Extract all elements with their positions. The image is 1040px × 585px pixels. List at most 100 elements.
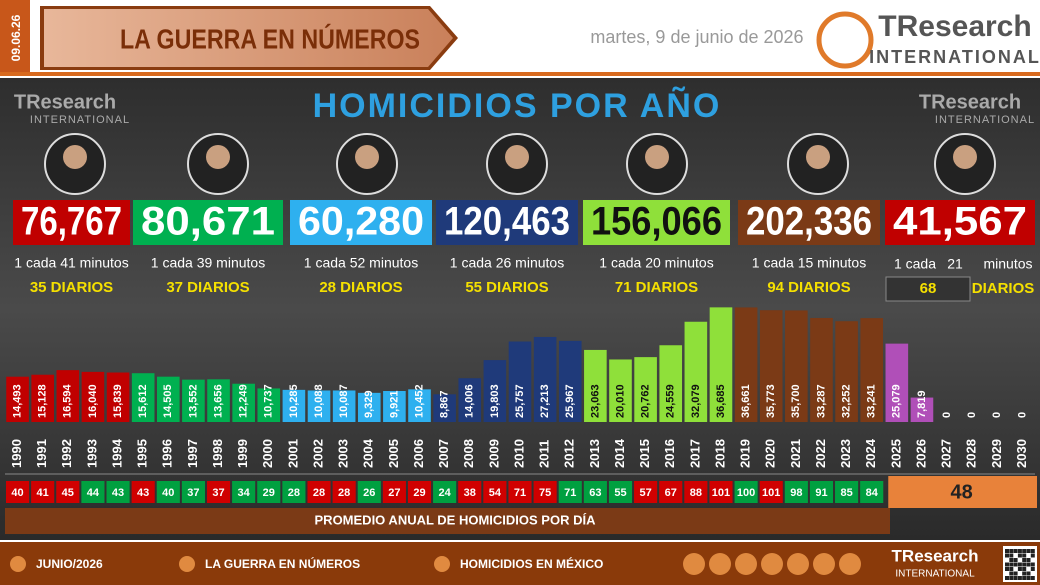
- bar: [483, 360, 507, 422]
- bar: [6, 376, 29, 422]
- x-tick-label: 2009: [486, 439, 501, 468]
- x-tick-label: 2029: [989, 439, 1004, 468]
- header-rule: [0, 72, 1040, 76]
- value-label: 10,088: [313, 384, 325, 418]
- bar: [759, 310, 783, 422]
- daily-word: DIARIOS: [972, 280, 1035, 297]
- portrait-head: [806, 145, 830, 169]
- daily-cell: [684, 481, 708, 503]
- value-label: 16,594: [62, 383, 74, 418]
- x-tick-label: 2013: [587, 439, 602, 468]
- daily-value: 57: [639, 487, 651, 499]
- daily-value: 85: [840, 487, 852, 499]
- bar: [307, 390, 331, 422]
- x-tick-label: 2026: [913, 439, 928, 468]
- x-tick-label: 2012: [562, 439, 577, 468]
- daily-value: 67: [665, 487, 677, 499]
- total-box: [738, 200, 880, 245]
- x-tick-label: 2018: [712, 439, 727, 468]
- value-label: 25,967: [564, 384, 576, 418]
- qr-cell: [1009, 553, 1014, 558]
- daily: 35 DIARIOS: [30, 279, 113, 296]
- value-label: 14,505: [162, 384, 174, 418]
- x-tick-label: 2025: [888, 439, 903, 468]
- qr-cell: [1009, 576, 1014, 580]
- x-tick-label: 1997: [185, 439, 200, 468]
- bar: [182, 379, 205, 422]
- daily-value: 27: [388, 487, 400, 499]
- value-label: 0: [1016, 412, 1028, 418]
- total: 76,767: [21, 200, 122, 244]
- daily-cell: [659, 481, 683, 503]
- bar: [106, 372, 130, 422]
- daily-cell: [634, 481, 658, 503]
- portrait-head: [206, 145, 230, 169]
- portrait-head: [645, 145, 669, 169]
- daily-value: 34: [238, 487, 251, 499]
- daily-value: 98: [790, 487, 802, 499]
- daily-cell: [206, 481, 231, 503]
- bar: [408, 389, 431, 422]
- x-tick-label: 2005: [386, 439, 401, 468]
- rate-part: 1 cada: [894, 256, 936, 272]
- topic-icon: [434, 556, 450, 572]
- daily-cell: [232, 481, 256, 503]
- x-tick-label: 2016: [662, 439, 677, 468]
- caption-bar: [5, 508, 890, 534]
- qr-cell: [1030, 549, 1035, 553]
- daily-cell: [458, 481, 482, 503]
- x-tick-label: 2014: [612, 438, 627, 468]
- value-label: 0: [966, 412, 978, 418]
- value-label: 19,803: [489, 384, 501, 418]
- value-label: 25,079: [891, 384, 903, 418]
- x-tick-label: 2003: [336, 439, 351, 468]
- bar: [383, 390, 406, 422]
- header-title: LA GUERRA EN NÚMEROS: [120, 23, 420, 54]
- qr-cell: [1013, 562, 1018, 567]
- bar: [584, 349, 607, 422]
- portrait-head: [505, 145, 529, 169]
- x-tick-label: 1996: [160, 439, 175, 468]
- daily-value: 29: [263, 487, 275, 499]
- qr-cell: [1013, 576, 1018, 580]
- daily-cell: [181, 481, 205, 503]
- daily-cell: [608, 481, 633, 503]
- qr-cell: [1030, 576, 1035, 580]
- value-label: 15,839: [112, 384, 124, 418]
- daily-value: 40: [162, 487, 174, 499]
- x-tick-label: 2023: [838, 439, 853, 468]
- daily: 71 DIARIOS: [615, 279, 698, 296]
- qr-cell: [1009, 558, 1014, 562]
- qr-cell: [1013, 571, 1018, 576]
- qr-cell: [1005, 562, 1009, 567]
- qr-cell: [1005, 567, 1009, 571]
- daily-cell: [56, 481, 80, 503]
- total: 80,671: [141, 200, 275, 244]
- value-label: 16,040: [87, 384, 99, 418]
- section-title: HOMICIDIOS POR AÑO: [313, 87, 722, 125]
- value-label: 35,700: [790, 384, 802, 418]
- x-tick-label: 2008: [461, 439, 476, 468]
- daily: 55 DIARIOS: [465, 279, 548, 296]
- daily-caption: PROMEDIO ANUAL DE HOMICIDIOS POR DÍA: [315, 512, 597, 527]
- total: 202,336: [746, 200, 872, 244]
- date-strip: [0, 0, 30, 76]
- daily-value: 63: [589, 487, 601, 499]
- x-tick-label: 2006: [411, 439, 426, 468]
- value-label: 15,612: [137, 384, 149, 418]
- daily-value: 88: [690, 487, 702, 499]
- daily-cell: [709, 481, 733, 503]
- bar: [659, 345, 683, 422]
- value-label: 15,128: [37, 384, 49, 418]
- daily-cell: [583, 481, 607, 503]
- value-label: 23,063: [589, 384, 601, 418]
- x-tick-label: 2022: [813, 439, 828, 468]
- daily-cell: [31, 481, 55, 503]
- value-label: 27,213: [539, 384, 551, 418]
- daily-value: 24: [439, 487, 452, 499]
- bar: [609, 359, 632, 422]
- qr-cell: [1013, 549, 1018, 553]
- value-label: 24,559: [665, 384, 677, 418]
- daily-cell: [407, 481, 432, 503]
